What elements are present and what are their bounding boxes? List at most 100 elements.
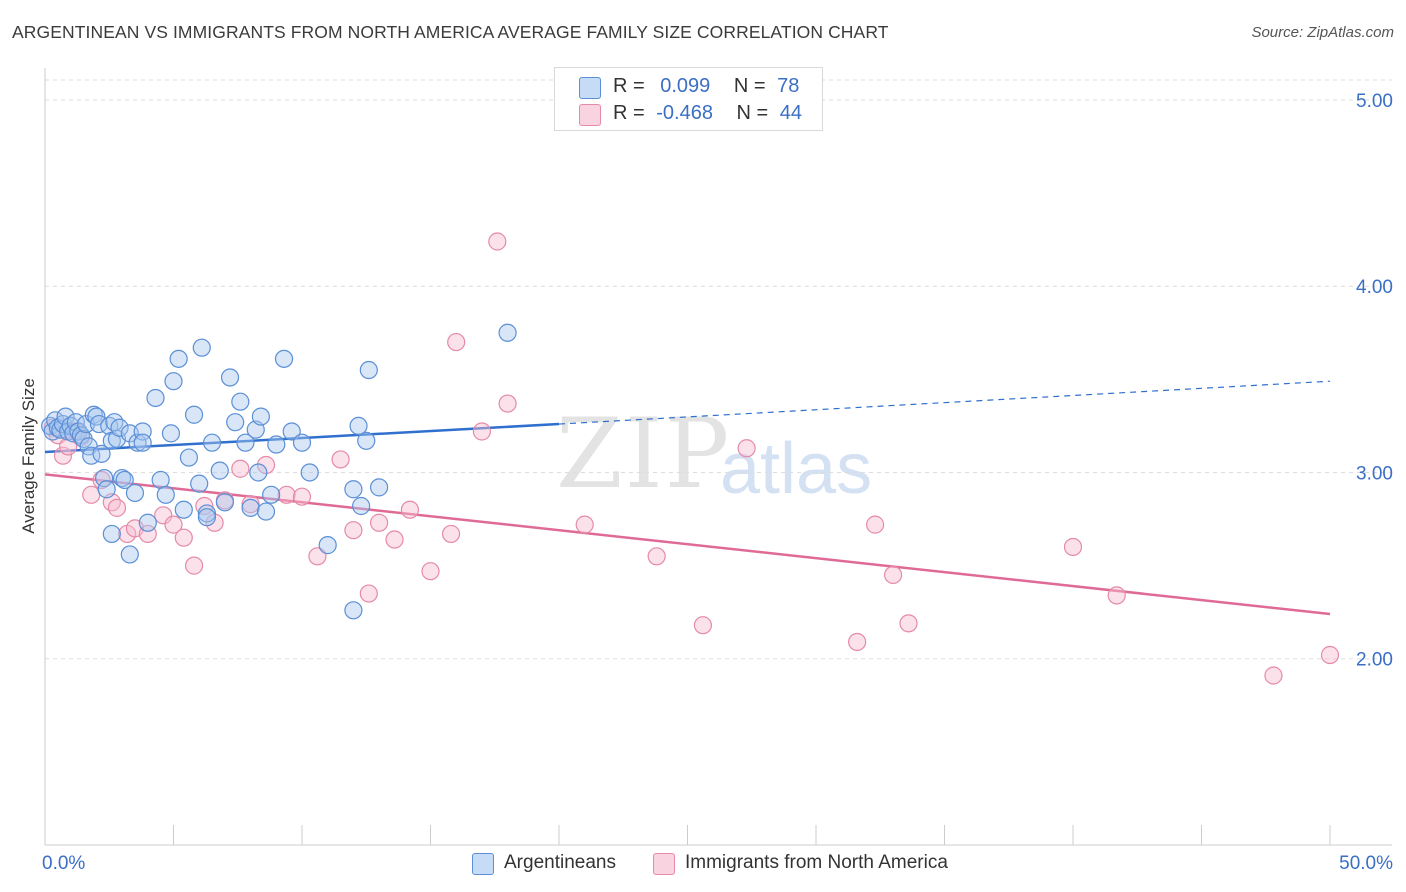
point-argentineans [241,498,260,517]
point-immigrants [385,530,404,549]
y-tick-label: 2.00 [1356,650,1393,671]
point-argentineans [344,480,363,499]
point-argentineans [169,349,188,368]
point-immigrants [1264,666,1283,685]
point-argentineans [262,485,281,504]
trend-line-argentineans-extension [558,380,1331,425]
point-argentineans [220,368,240,387]
point-immigrants [82,485,101,504]
point-argentineans [282,422,301,441]
point-immigrants [883,565,903,585]
point-argentineans [128,433,147,452]
point-immigrants [447,332,466,352]
point-immigrants [693,616,713,635]
point-argentineans [87,407,106,426]
point-argentineans [179,448,199,467]
tick-labels: 2.00 3.00 4.00 5.00 0.0% 50.0% [42,91,1393,874]
point-immigrants [421,562,440,581]
point-immigrants [370,513,389,532]
legend-swatch-pink [579,104,601,126]
point-argentineans [498,323,517,342]
point-argentineans [292,433,312,452]
legend-n-value: 78 [777,75,800,97]
point-argentineans [115,470,134,490]
legend-r-value: 0.099 [660,75,711,97]
x-tick-label-max: 50.0% [1339,853,1393,874]
point-immigrants [174,528,193,547]
point-immigrants [1320,645,1340,665]
point-argentineans [251,407,270,426]
point-argentineans [56,407,75,426]
point-immigrants [53,446,73,465]
gridlines [45,79,1392,660]
point-argentineans [164,372,183,391]
point-argentineans [349,416,368,436]
point-argentineans [184,405,204,424]
point-immigrants [359,584,378,603]
y-tick-label: 3.00 [1356,463,1393,484]
correlation-legend: R = 0.099 N = 78 R = -0.468 N = 44 [554,67,823,131]
bottom-legend-label: Immigrants from North America [685,852,948,873]
point-immigrants [899,614,918,633]
point-immigrants [92,470,111,490]
legend-r-label: R = [613,102,645,124]
point-argentineans [95,468,114,488]
point-immigrants [231,459,250,478]
point-argentineans [210,461,229,480]
point-immigrants [1107,586,1126,605]
point-immigrants [344,521,363,540]
bottom-legend-swatch-blue [472,853,494,875]
point-argentineans [97,480,116,499]
point-immigrants [154,506,173,525]
chart-title: ARGENTINEAN VS IMMIGRANTS FROM NORTH AME… [12,22,889,42]
point-immigrants [164,515,183,534]
point-argentineans [249,463,268,482]
point-argentineans [102,524,121,544]
data-points [41,232,1340,685]
watermark-zip: ZIP [556,398,732,510]
legend-n-value: 44 [779,102,803,124]
point-immigrants [256,455,276,475]
legend-r-value: -0.468 [656,102,713,124]
point-argentineans [112,468,132,488]
point-argentineans [174,500,193,519]
legend-r-label: R = [613,75,645,97]
source-credit: Source: ZipAtlas.com [1251,24,1394,41]
point-argentineans [236,433,255,452]
point-immigrants [866,515,885,534]
point-immigrants [488,232,507,251]
point-immigrants [498,394,517,413]
point-argentineans [110,418,129,437]
bottom-legend-label: Argentineans [504,852,616,873]
point-argentineans [84,405,103,424]
y-tick-label: 4.00 [1356,277,1393,298]
y-axis-label: Average Family Size [19,378,38,534]
axes [44,68,1392,846]
point-immigrants [441,524,461,544]
y-tick-label: 5.00 [1356,91,1393,112]
point-argentineans [231,392,250,411]
point-immigrants [195,496,214,516]
point-argentineans [370,478,389,497]
point-immigrants [308,547,327,566]
point-immigrants [647,547,666,566]
point-argentineans [359,360,378,380]
bottom-legend-swatch-pink [653,853,675,875]
point-argentineans [190,474,209,493]
point-argentineans [197,508,217,527]
watermark-atlas: atlas [720,429,873,509]
point-argentineans [318,536,337,555]
point-argentineans [267,435,286,454]
point-argentineans [192,338,211,357]
point-argentineans [352,496,371,516]
point-argentineans [344,601,363,620]
point-immigrants [331,450,350,469]
point-argentineans [274,349,294,368]
point-immigrants [472,422,491,441]
point-argentineans [161,424,181,443]
point-argentineans [77,414,96,434]
point-argentineans [215,493,234,512]
x-tick-label-min: 0.0% [42,853,85,874]
point-immigrants [292,487,312,506]
